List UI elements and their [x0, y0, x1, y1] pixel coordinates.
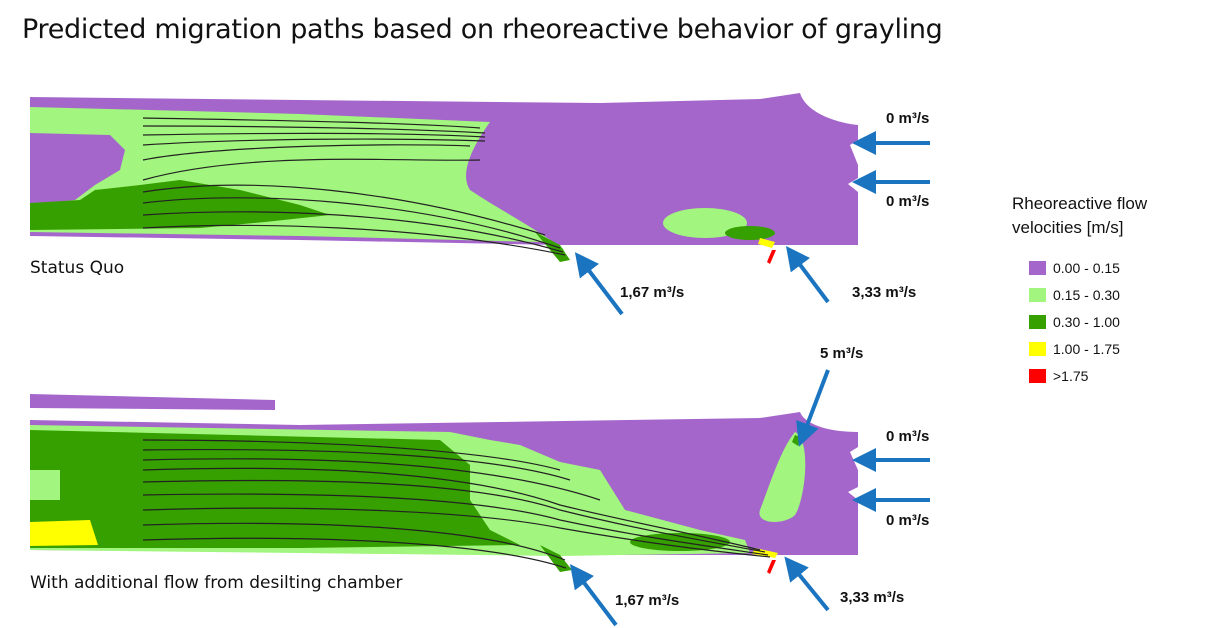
- velocity-zone-dark-green: [725, 226, 775, 240]
- legend-label: 0.00 - 0.15: [1053, 259, 1120, 276]
- inflow-label: 0 m³/s: [886, 193, 930, 210]
- legend-swatch: [1029, 314, 1046, 329]
- legend-swatch: [1029, 368, 1046, 383]
- inflow-label: 5 m³/s: [820, 345, 864, 362]
- inflow-label: 1,67 m³/s: [620, 284, 685, 301]
- legend-item: >1.75: [1029, 362, 1202, 389]
- inflow-label: 0 m³/s: [886, 512, 930, 529]
- legend-title: Rheoreactive flow velocities [m/s]: [1012, 194, 1148, 237]
- migration-paths: [142, 439, 771, 569]
- arrow-icon: [796, 369, 830, 447]
- velocity-zone-yellow: [30, 520, 98, 546]
- velocity-zone-dark-green: [540, 545, 572, 572]
- figure-title: Predicted migration paths based on rheor…: [22, 14, 943, 45]
- velocity-zone-light-green: [663, 208, 747, 238]
- legend-swatch: [1029, 260, 1046, 275]
- velocity-zone-light-green: [30, 470, 60, 500]
- inflow-label: 0 m³/s: [886, 428, 930, 445]
- legend-label: >1.75: [1053, 367, 1089, 384]
- inflow-label: 3,33 m³/s: [840, 589, 905, 606]
- legend-item: 1.00 - 1.75: [1029, 335, 1202, 362]
- legend-swatch: [1029, 287, 1046, 302]
- arrow-icon: [784, 556, 830, 612]
- arrow-icon: [785, 245, 830, 304]
- velocity-zone-purple: [30, 394, 275, 410]
- inflow-arrows: [569, 131, 930, 627]
- desilting-flow-map: [30, 394, 858, 574]
- panel-label: With additional flow from desilting cham…: [30, 573, 403, 593]
- status-quo-map: [30, 93, 858, 264]
- legend-item: 0.15 - 0.30: [1029, 281, 1202, 308]
- velocity-zone-red: [767, 560, 776, 574]
- legend-swatch: [1029, 341, 1046, 356]
- inflow-label: 1,67 m³/s: [615, 592, 680, 609]
- legend: Rheoreactive flow velocities [m/s] 0.00 …: [1012, 192, 1202, 389]
- inflow-label: 3,33 m³/s: [852, 284, 917, 301]
- velocity-zone-light-green: [759, 432, 806, 522]
- legend-label: 0.15 - 0.30: [1053, 286, 1120, 303]
- legend-label: 0.30 - 1.00: [1053, 313, 1120, 330]
- velocity-zone-red: [767, 250, 776, 264]
- legend-item: 0.30 - 1.00: [1029, 308, 1202, 335]
- legend-label: 1.00 - 1.75: [1053, 340, 1120, 357]
- migration-paths: [142, 117, 566, 256]
- inflow-label: 0 m³/s: [886, 110, 930, 127]
- arrow-icon: [574, 252, 624, 316]
- legend-item: 0.00 - 0.15: [1029, 254, 1202, 281]
- velocity-zone-yellow: [758, 238, 775, 248]
- velocity-zone-dark-green: [30, 180, 330, 230]
- panel-label: Status Quo: [30, 258, 125, 278]
- arrow-icon: [569, 564, 618, 627]
